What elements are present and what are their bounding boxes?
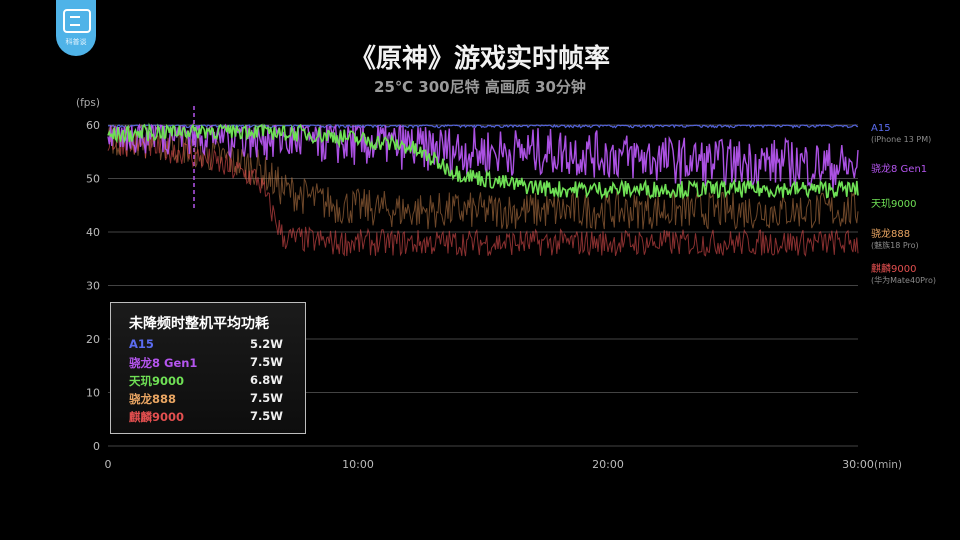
series-line-4 bbox=[107, 132, 859, 257]
x-tick-label: 0 bbox=[105, 458, 112, 471]
power-row-name: 天玑9000 bbox=[129, 374, 185, 388]
logo-text: 科普谈 bbox=[65, 38, 87, 46]
series-note: (魅族18 Pro) bbox=[871, 240, 919, 250]
power-row-value: 7.5W bbox=[249, 409, 283, 423]
y-tick-label: 40 bbox=[86, 226, 100, 239]
series-label: 天玑9000 bbox=[871, 198, 916, 210]
series-label: A15 bbox=[871, 123, 891, 134]
y-tick-label: 20 bbox=[86, 333, 100, 346]
series-label: 麒麟9000 bbox=[871, 262, 916, 275]
power-row-value: 5.2W bbox=[249, 337, 283, 351]
logo-icon bbox=[63, 9, 91, 33]
y-tick-label: 0 bbox=[93, 440, 100, 453]
power-row-value: 6.8W bbox=[249, 373, 283, 387]
power-row-name: 骁龙8 Gen1 bbox=[129, 356, 198, 370]
power-table-title: 未降频时整机平均功耗 bbox=[129, 316, 269, 332]
logo: 科普谈 bbox=[56, 0, 96, 56]
y-axis-label: (fps) bbox=[76, 97, 100, 109]
series-note: (华为Mate40Pro) bbox=[871, 275, 936, 285]
series-label: 骁龙8 Gen1 bbox=[871, 162, 927, 175]
y-tick-label: 50 bbox=[86, 173, 100, 186]
power-row-value: 7.5W bbox=[249, 391, 283, 405]
series-line-3 bbox=[107, 124, 859, 230]
series-line-2 bbox=[107, 122, 859, 200]
y-tick-label: 60 bbox=[86, 119, 100, 132]
chart-title: 《原神》游戏实时帧率 bbox=[349, 44, 610, 74]
series-line-1 bbox=[107, 123, 859, 190]
x-tick-label: 30:00 bbox=[842, 458, 874, 471]
series-label: 骁龙888 bbox=[871, 227, 910, 240]
y-tick-label: 10 bbox=[86, 387, 100, 400]
chart-subtitle: 25℃ 300尼特 高画质 30分钟 bbox=[374, 78, 586, 96]
power-row-name: 麒麟9000 bbox=[129, 410, 185, 424]
x-tick-label: 10:00 bbox=[342, 458, 374, 471]
series-note: (iPhone 13 PM) bbox=[871, 135, 931, 144]
power-row-value: 7.5W bbox=[249, 355, 283, 369]
x-axis-label: (min) bbox=[874, 459, 902, 471]
power-row-name: 骁龙888 bbox=[129, 392, 177, 406]
y-tick-label: 30 bbox=[86, 280, 100, 293]
power-row-name: A15 bbox=[129, 337, 154, 351]
x-tick-label: 20:00 bbox=[592, 458, 624, 471]
power-table: 未降频时整机平均功耗 A15 5.2W 骁龙8 Gen1 7.5W 天玑9000 6.8W… bbox=[110, 302, 306, 434]
